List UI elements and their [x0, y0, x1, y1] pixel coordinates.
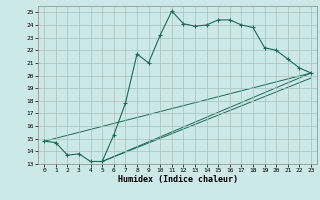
X-axis label: Humidex (Indice chaleur): Humidex (Indice chaleur) [118, 175, 238, 184]
